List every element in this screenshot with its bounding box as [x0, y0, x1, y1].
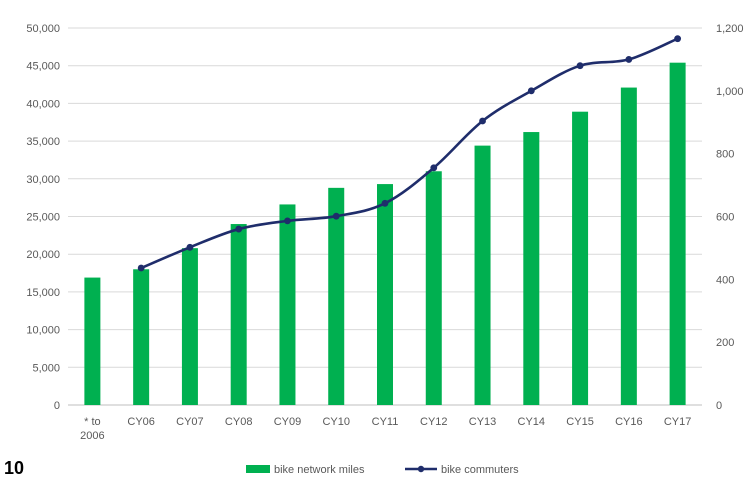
legend-label-bike-network-miles: bike network miles: [274, 464, 365, 476]
right-axis-tick-label: 0: [716, 400, 722, 412]
bar: [377, 184, 393, 405]
bar-series: [84, 62, 686, 406]
left-axis-tick-label: 0: [54, 400, 60, 412]
legend-label-bike-commuters: bike commuters: [441, 464, 519, 476]
left-axis: 0 5,000 10,000 15,000 20,000 25,000 30,000 35,0…: [26, 23, 60, 412]
left-axis-tick-label: 15,000: [26, 287, 60, 299]
left-axis-tick-label: 20,000: [26, 249, 60, 261]
right-axis-tick-label: 800: [716, 149, 734, 161]
right-axis: 0 200 400 600 800 1,000 1,200: [716, 23, 744, 412]
data-point: [186, 243, 194, 251]
bar: [620, 87, 637, 405]
category-label: CY13: [469, 416, 497, 428]
bar: [230, 224, 247, 405]
bar: [425, 171, 442, 405]
category-label: CY17: [664, 416, 692, 428]
data-point: [576, 62, 584, 70]
bar: [669, 62, 686, 406]
left-axis-tick-label: 25,000: [26, 212, 60, 224]
right-axis-tick-label: 600: [716, 212, 734, 224]
data-point: [137, 264, 145, 272]
data-point: [527, 87, 535, 95]
left-axis-tick-label: 35,000: [26, 136, 60, 148]
right-axis-tick-label: 400: [716, 274, 734, 286]
category-label: CY06: [127, 416, 155, 428]
category-label: CY09: [274, 416, 302, 428]
right-axis-tick-label: 200: [716, 337, 734, 349]
left-axis-tick-label: 50,000: [26, 23, 60, 35]
right-axis-tick-label: 1,200: [716, 23, 744, 35]
data-point: [430, 164, 438, 172]
data-point: [479, 117, 486, 125]
category-label: CY14: [518, 416, 546, 428]
category-label: CY16: [615, 416, 643, 428]
bar: [572, 111, 589, 405]
legend-marker-bike-commuters: [417, 465, 425, 473]
category-label: CY15: [566, 416, 594, 428]
bar: [328, 187, 345, 405]
category-label: CY12: [420, 416, 448, 428]
series-line: [140, 37, 679, 270]
line-series: [137, 35, 682, 272]
data-point: [674, 35, 682, 43]
data-point: [332, 212, 340, 220]
left-axis-tick-label: 30,000: [26, 174, 60, 186]
bar: [133, 269, 150, 405]
category-label: CY11: [372, 416, 399, 428]
right-axis-tick-label: 1,000: [716, 86, 744, 98]
data-point: [284, 217, 291, 225]
category-label: * to 2006: [80, 416, 104, 442]
bar: [84, 277, 101, 405]
bar: [279, 204, 296, 405]
category-axis: * to 2006 CY06 CY07 CY08 CY09 CY10 CY11 CY12 CY13…: [80, 416, 691, 442]
legend: bike network miles bike commuters: [246, 464, 519, 476]
bar: [523, 132, 540, 405]
bar: [474, 145, 491, 405]
data-point: [235, 225, 243, 233]
left-axis-tick-label: 5,000: [32, 362, 60, 374]
category-label: CY08: [225, 416, 253, 428]
category-label: CY07: [176, 416, 204, 428]
left-axis-tick-label: 45,000: [26, 61, 60, 73]
legend-swatch-bike-network-miles: [246, 465, 270, 473]
left-axis-tick-label: 40,000: [26, 98, 60, 110]
page-number: 10: [4, 458, 25, 478]
data-point: [625, 56, 633, 63]
data-point: [381, 199, 389, 207]
category-label: CY10: [322, 416, 350, 428]
bar: [181, 248, 198, 405]
left-axis-tick-label: 10,000: [26, 325, 60, 337]
